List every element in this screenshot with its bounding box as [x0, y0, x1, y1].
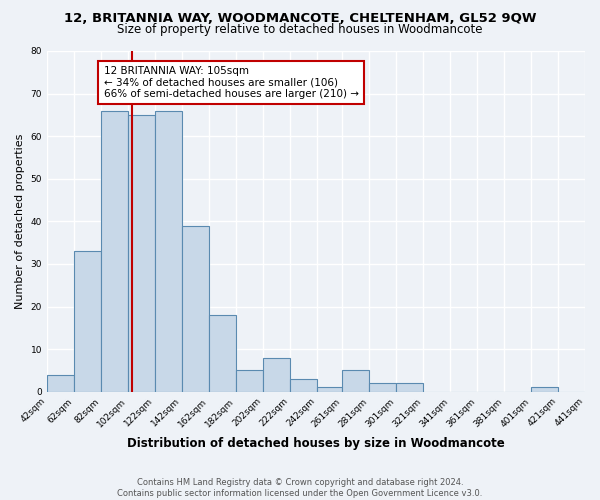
Bar [182, 226, 209, 392]
Bar [342, 370, 369, 392]
Text: 12, BRITANNIA WAY, WOODMANCOTE, CHELTENHAM, GL52 9QW: 12, BRITANNIA WAY, WOODMANCOTE, CHELTENH… [64, 12, 536, 26]
Y-axis label: Number of detached properties: Number of detached properties [15, 134, 25, 309]
Bar [263, 358, 290, 392]
Bar [209, 315, 236, 392]
Bar [317, 388, 342, 392]
Bar [236, 370, 263, 392]
Bar [290, 379, 317, 392]
Bar [396, 383, 423, 392]
Bar [101, 110, 128, 392]
Bar [128, 115, 155, 392]
Text: Contains HM Land Registry data © Crown copyright and database right 2024.
Contai: Contains HM Land Registry data © Crown c… [118, 478, 482, 498]
Bar [369, 383, 396, 392]
Bar [74, 251, 101, 392]
Text: Size of property relative to detached houses in Woodmancote: Size of property relative to detached ho… [117, 22, 483, 36]
X-axis label: Distribution of detached houses by size in Woodmancote: Distribution of detached houses by size … [127, 437, 505, 450]
Bar [155, 110, 182, 392]
Bar [47, 374, 74, 392]
Text: 12 BRITANNIA WAY: 105sqm
← 34% of detached houses are smaller (106)
66% of semi-: 12 BRITANNIA WAY: 105sqm ← 34% of detach… [104, 66, 359, 99]
Bar [531, 388, 558, 392]
